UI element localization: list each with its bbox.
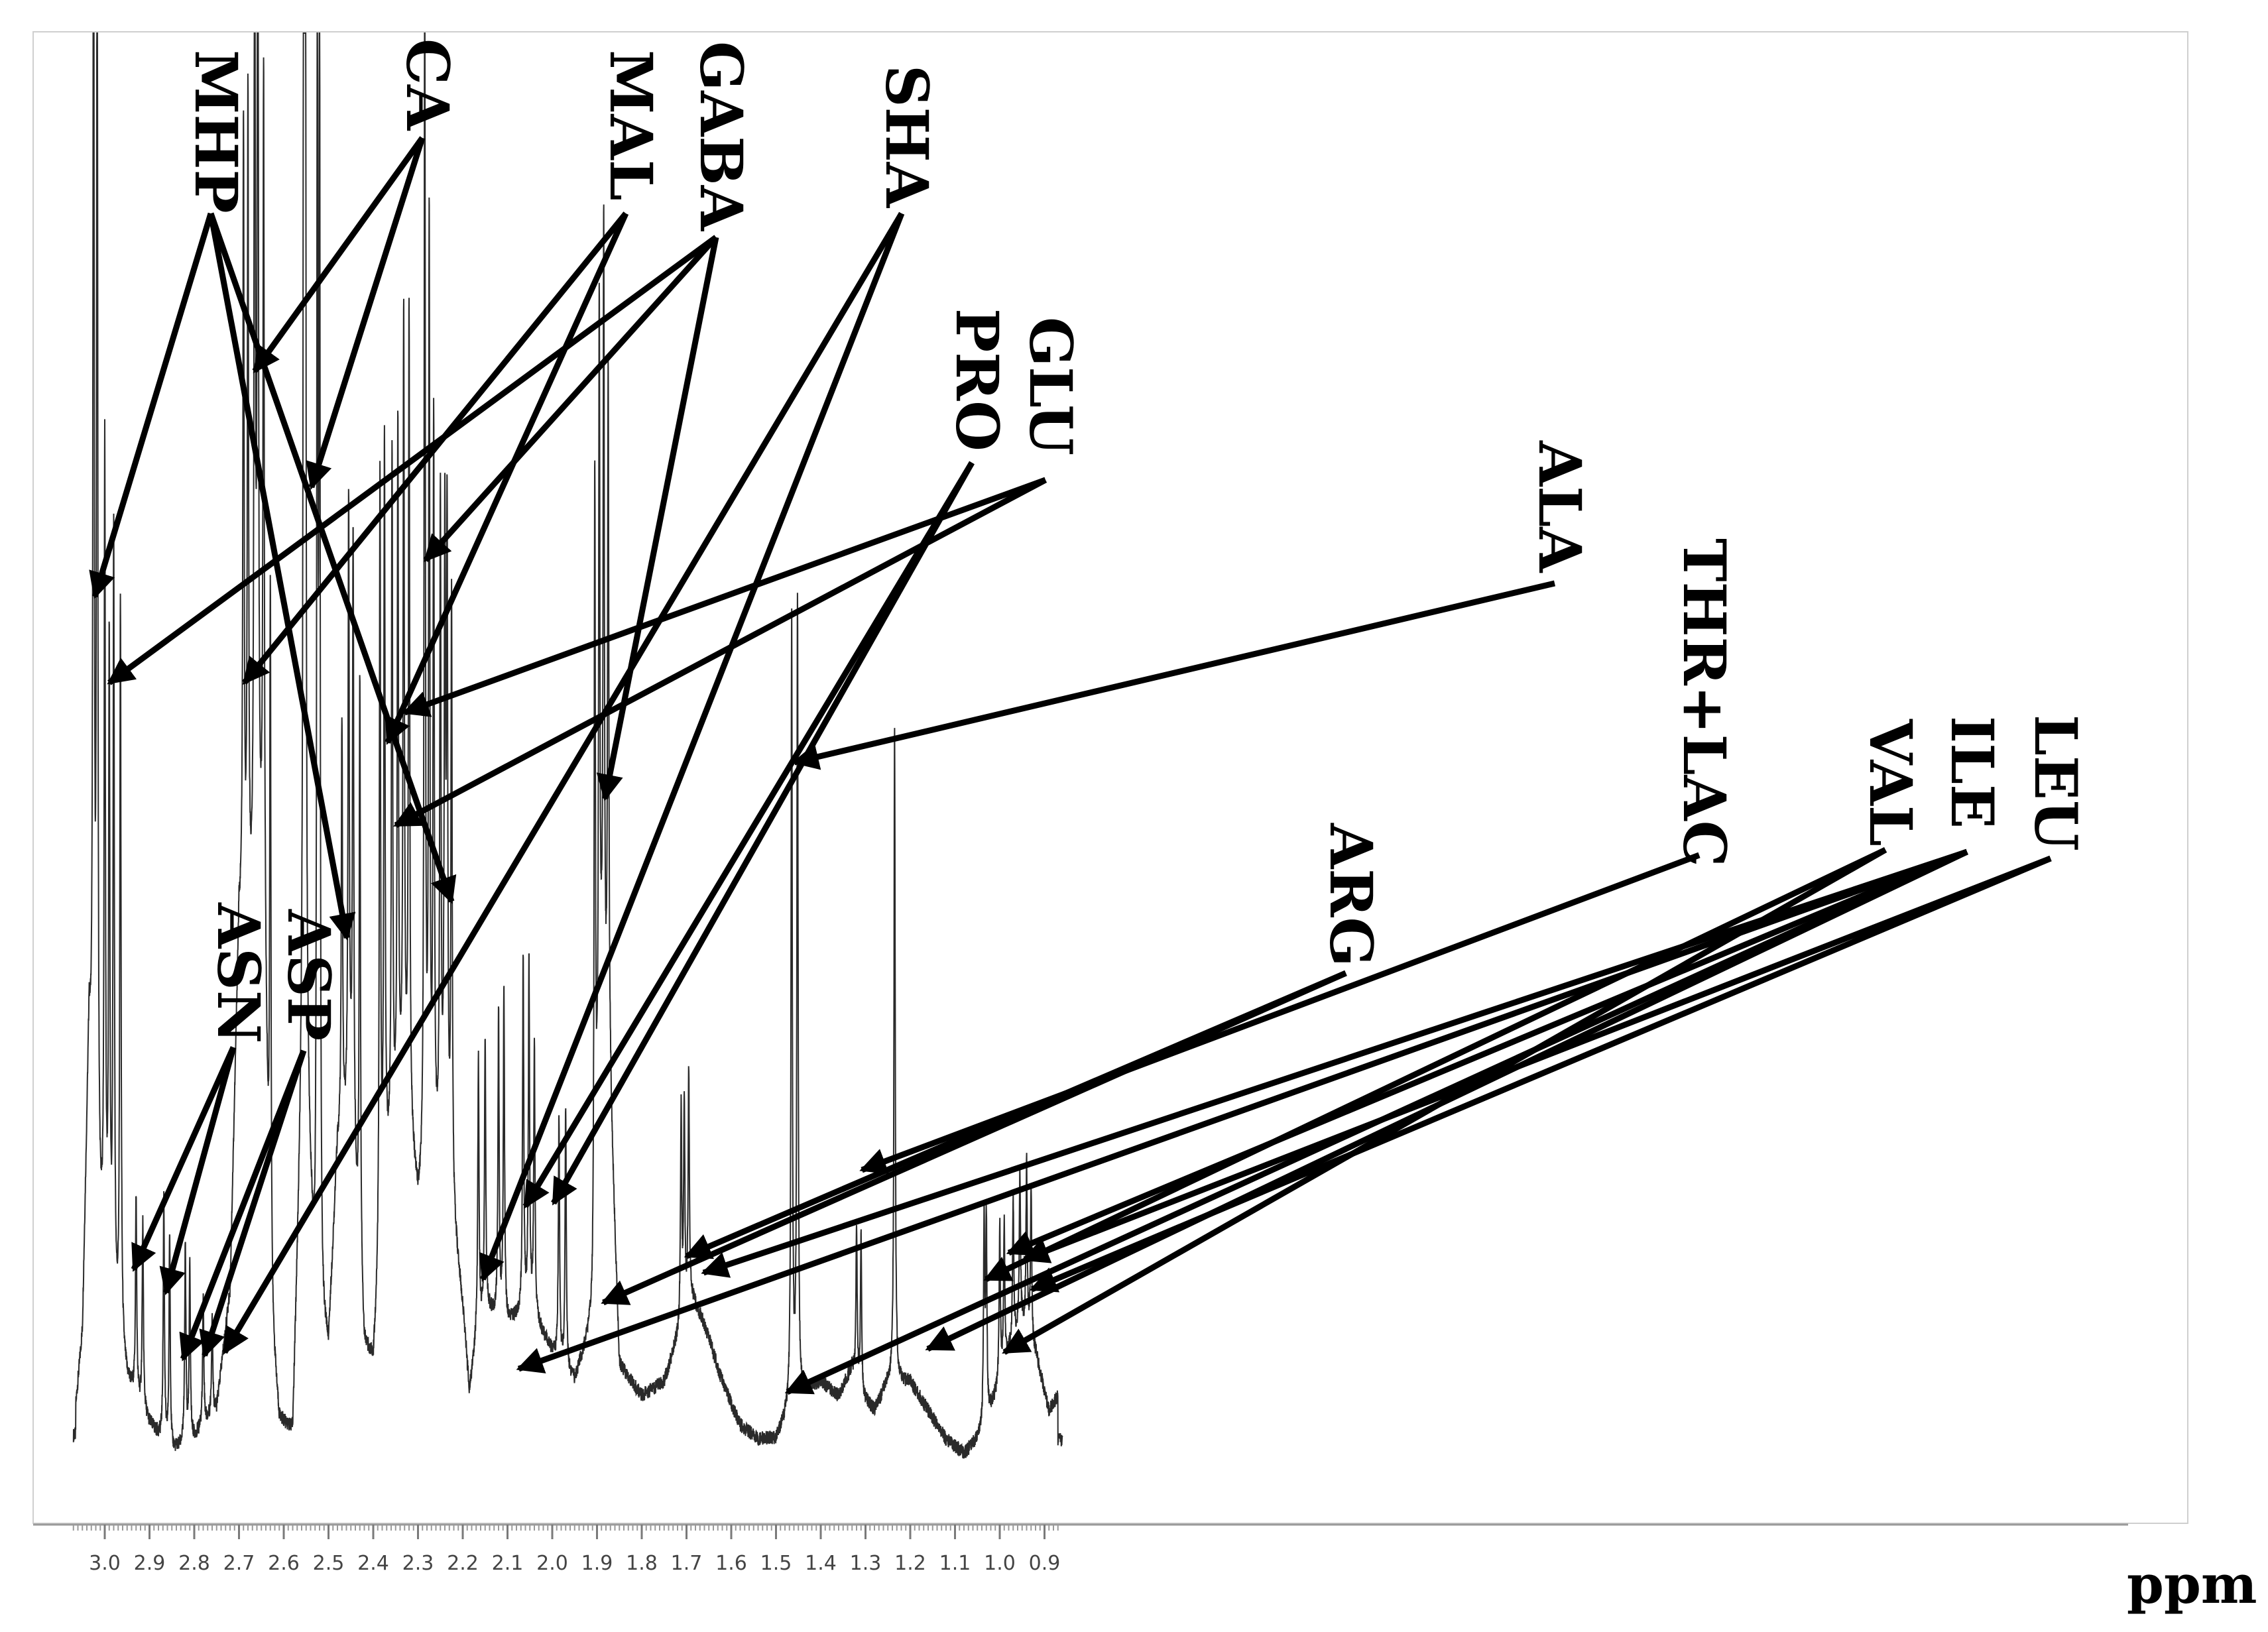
annotation-arrow-asn [131, 1046, 237, 1272]
annotation-arrow-arg [684, 970, 1347, 1259]
x-tick-label: 2.3 [402, 1552, 434, 1575]
annotation-label-ala: ALA [1525, 440, 1594, 573]
annotation-arrow-pro [551, 461, 975, 1206]
annotation-arrow-ile [516, 848, 1968, 1373]
annotation-arrow-val [983, 846, 1887, 1283]
x-axis-unit-label: ppm [2127, 1553, 2257, 1615]
annotation-arrow-glu [402, 477, 1047, 717]
x-tick-label: 2.7 [223, 1552, 255, 1575]
annotation-label-asp: ASP [274, 909, 343, 1041]
x-tick-label: 1.8 [626, 1552, 658, 1575]
annotation-arrow-mal [242, 211, 628, 685]
x-tick-label: 1.7 [671, 1552, 703, 1575]
annotation-arrow-sha [479, 212, 905, 1282]
annotation-arrow-ile [925, 848, 1968, 1352]
annotation-label-ca: CA [393, 38, 462, 131]
annotation-label-mal: MAL [597, 50, 666, 201]
annotation-labels: MHP CA MAL GABA SHA PRO GLU ALA THR+LAC ARG ASN ASP… [182, 38, 2090, 1043]
annotation-arrows [89, 136, 2052, 1395]
x-tick-label: 2.9 [134, 1552, 166, 1575]
annotation-arrow-ile [701, 848, 1968, 1278]
annotation-arrow-asn [159, 1046, 237, 1295]
x-tick-label: 1.1 [939, 1552, 971, 1575]
annotation-arrow-ca [252, 136, 425, 374]
x-tick-label: 1.4 [805, 1552, 837, 1575]
x-tick-label: 1.9 [581, 1552, 613, 1575]
x-tick-label: 3.0 [89, 1552, 121, 1575]
annotation-arrow-sha [222, 211, 904, 1355]
x-tick-label: 1.3 [850, 1552, 882, 1575]
x-tick-label: 1.0 [984, 1552, 1016, 1575]
annotation-label-gaba: GABA [687, 41, 756, 232]
annotation-arrow-leu [1029, 855, 2052, 1293]
annotation-arrow-mhp [208, 213, 356, 941]
annotation-label-thr-lac: THR+LAC [1670, 538, 1739, 867]
annotation-arrow-mhp [208, 212, 457, 904]
annotation-arrow-gaba [107, 235, 718, 685]
annotation-label-mhp: MHP [182, 50, 251, 213]
annotation-label-glu: GLU [1016, 317, 1085, 455]
x-tick-label: 1.2 [894, 1552, 926, 1575]
x-tick-label: 2.8 [178, 1552, 210, 1575]
annotation-arrow-asp [199, 1049, 307, 1358]
x-tick-label: 2.0 [536, 1552, 568, 1575]
annotation-arrow-ala [792, 580, 1556, 770]
x-tick-label: 2.5 [313, 1552, 345, 1575]
x-tick-label: 2.2 [447, 1552, 479, 1575]
annotation-arrow-thr-lac [859, 852, 1701, 1175]
x-tick-label: 2.1 [492, 1552, 524, 1575]
annotation-label-asn: ASN [204, 902, 273, 1043]
x-axis: 3.0 2.9 2.8 2.7 2.6 2.5 2.4 2.3 2.2 2.1 2.0 1.9 1.8 1… [33, 1523, 2128, 1575]
annotation-arrow-ca [306, 137, 426, 490]
annotation-arrow-mal [385, 212, 629, 745]
x-tick-label: 1.6 [715, 1552, 747, 1575]
annotation-arrow-pro [522, 461, 975, 1209]
annotation-label-sha: SHA [872, 65, 941, 209]
annotation-label-leu: LEU [2021, 715, 2090, 851]
annotation-arrow-glu [393, 477, 1047, 828]
annotation-arrow-leu [1022, 855, 2052, 1263]
annotation-label-val: VAL [1856, 719, 1925, 846]
annotation-arrow-gaba [423, 235, 719, 563]
annotation-label-arg: ARG [1317, 823, 1386, 967]
x-tick-label: 0.9 [1029, 1552, 1061, 1575]
x-tick-label: 2.4 [357, 1552, 389, 1575]
x-tick-label: 2.6 [268, 1552, 300, 1575]
annotation-label-ile: ILE [1938, 716, 2007, 829]
x-tick-label: 1.5 [760, 1552, 792, 1575]
annotation-arrow-mhp [89, 212, 214, 599]
annotation-label-pro: PRO [943, 308, 1012, 451]
annotation-arrow-ile [1006, 848, 1968, 1256]
annotation-arrow-asp [179, 1049, 307, 1362]
plot-frame [32, 31, 2188, 1524]
